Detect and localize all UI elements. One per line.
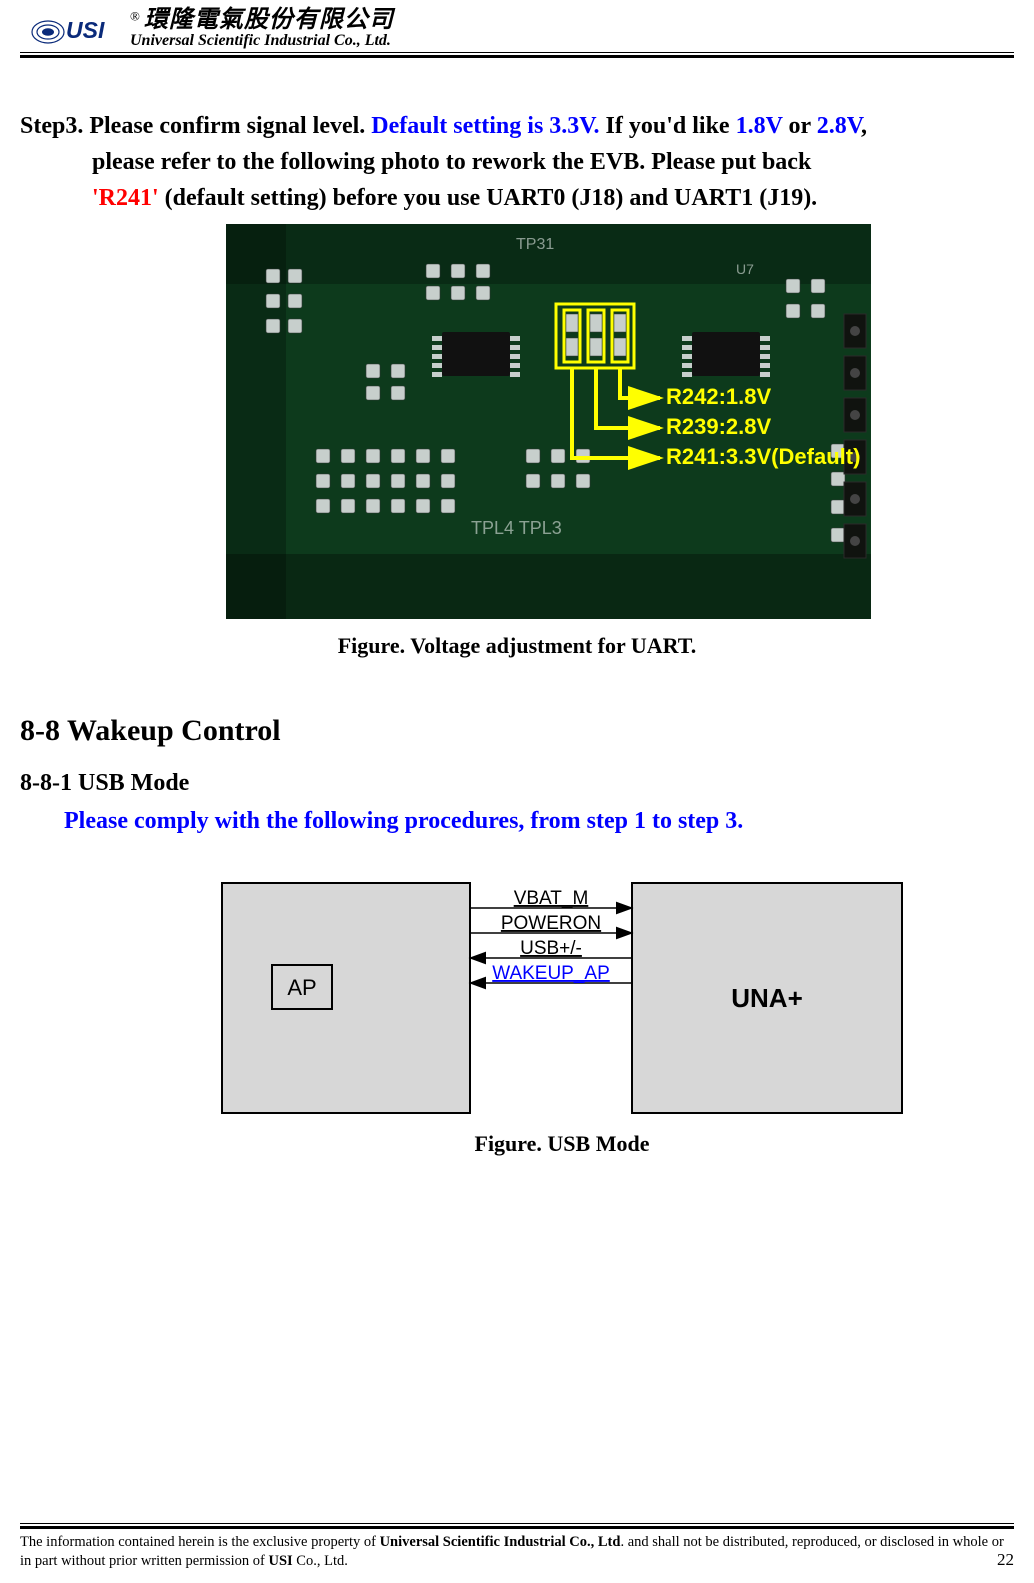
svg-text:TP31: TP31: [516, 236, 554, 253]
svg-text:R242:1.8V: R242:1.8V: [666, 384, 772, 409]
step3-label: Step3.: [20, 113, 83, 139]
page-footer: The information contained herein is the …: [20, 1513, 1014, 1583]
svg-text:UNA+: UNA+: [731, 983, 803, 1013]
step3-s2: Default setting is 3.3V.: [371, 113, 599, 139]
page-header: USI ® 環隆電氣股份有限公司 Universal Scientific In…: [20, 0, 1014, 58]
header-rule-thin: [20, 52, 1014, 53]
step3-s9: 'R241': [92, 185, 159, 211]
page-num-value: 22: [997, 1550, 1014, 1569]
step3-s6: 2.8V: [817, 113, 861, 139]
step3-s5: or: [782, 113, 816, 139]
step3-s1: Please confirm signal level.: [83, 113, 371, 139]
svg-text:TPL4 TPL3: TPL4 TPL3: [471, 518, 562, 538]
page-body: Step3. Please confirm signal level. Defa…: [20, 58, 1014, 1513]
svg-text:AP: AP: [287, 975, 316, 1000]
footer-text: The information contained herein is the …: [20, 1529, 1014, 1571]
svg-text:VBAT_M: VBAT_M: [514, 888, 589, 909]
step3-paragraph: Step3. Please confirm signal level. Defa…: [20, 108, 1014, 216]
step3-line3: 'R241' (default setting) before you use …: [20, 180, 1014, 216]
page-sep: [980, 1550, 997, 1569]
step3-s4: 1.8V: [736, 113, 783, 139]
svg-text:USI: USI: [66, 17, 105, 43]
section-instruction: Please comply with the following procedu…: [20, 803, 1014, 839]
footer-t4: USI: [268, 1553, 292, 1569]
step3-s7: ,: [861, 113, 867, 139]
footer-rule-thin: [20, 1523, 1014, 1524]
pcb-caption: Figure. Voltage adjustment for UART.: [338, 629, 697, 662]
block-diagram-caption: Figure. USB Mode: [475, 1127, 650, 1160]
logo-block: USI ® 環隆電氣股份有限公司 Universal Scientific In…: [20, 4, 1014, 52]
page-number: 22: [980, 1549, 1014, 1571]
block-diagram: AP UNA+ VBAT_M POWERON USB+/- WAKEUP_AP: [212, 875, 912, 1121]
step3-line2: please refer to the following photo to r…: [20, 144, 1014, 180]
footer-t5: Co., Ltd.: [293, 1553, 348, 1569]
logo-text: ® 環隆電氣股份有限公司 Universal Scientific Indust…: [130, 8, 394, 50]
block-diagram-figure: AP UNA+ VBAT_M POWERON USB+/- WAKEUP_AP Figur…: [20, 875, 1014, 1160]
svg-text:R239:2.8V: R239:2.8V: [666, 414, 772, 439]
logo-reg-mark: ®: [130, 9, 140, 24]
step3-line1: Step3. Please confirm signal level. Defa…: [20, 113, 867, 139]
usi-logo-icon: USI: [30, 12, 122, 46]
pcb-image: TP31 TPL4 TPL3 U7 R242:1.8V R239:2.8V R241:3.…: [226, 224, 871, 619]
svg-text:R241:3.3V(Default): R241:3.3V(Default): [666, 444, 860, 469]
footer-t1: The information contained herein is the …: [20, 1534, 380, 1550]
logo-english: Universal Scientific Industrial Co., Ltd…: [130, 33, 394, 50]
step3-s3: If you'd like: [600, 113, 736, 139]
step3-s10: (default setting) before you use UART0 (…: [159, 185, 818, 211]
footer-t2: Universal Scientific Industrial Co., Ltd: [380, 1534, 621, 1550]
pcb-figure: TP31 TPL4 TPL3 U7 R242:1.8V R239:2.8V R241:3.…: [20, 224, 1014, 662]
svg-text:WAKEUP_AP: WAKEUP_AP: [492, 963, 610, 984]
section-title: 8-8 Wakeup Control: [20, 708, 1014, 753]
svg-text:USB+/-: USB+/-: [520, 938, 582, 959]
svg-text:POWERON: POWERON: [501, 913, 601, 934]
logo-chinese: 環隆電氣股份有限公司: [144, 7, 394, 33]
section-subtitle: 8-8-1 USB Mode: [20, 765, 1014, 801]
svg-text:U7: U7: [736, 261, 754, 277]
